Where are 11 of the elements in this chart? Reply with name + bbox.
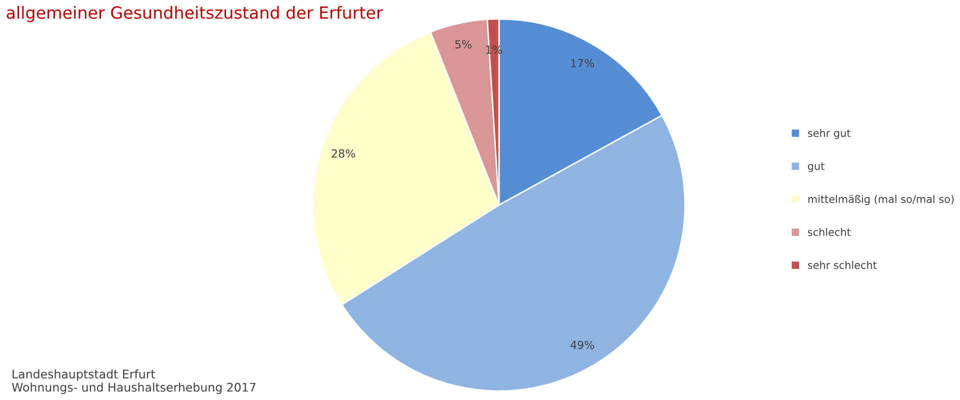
legend-label: mittelmäßig (mal so/mal so)	[808, 194, 954, 206]
chart-title: allgemeiner Gesundheitszustand der Erfurter	[6, 6, 383, 22]
legend-label: gut	[808, 162, 824, 172]
data-label: 17%	[571, 58, 594, 68]
legend-label: sehr gut	[808, 128, 850, 140]
legend-label: schlecht	[808, 228, 851, 236]
text: Landeshauptstadt Erfurt Wohnungs- und Haushaltserhebung 2017	[12, 369, 256, 394]
data-label: 28%	[332, 149, 356, 158]
data-label: 5%	[455, 40, 472, 48]
legend-label: sehr schlecht	[808, 260, 877, 270]
data-label: 49%	[570, 340, 594, 350]
